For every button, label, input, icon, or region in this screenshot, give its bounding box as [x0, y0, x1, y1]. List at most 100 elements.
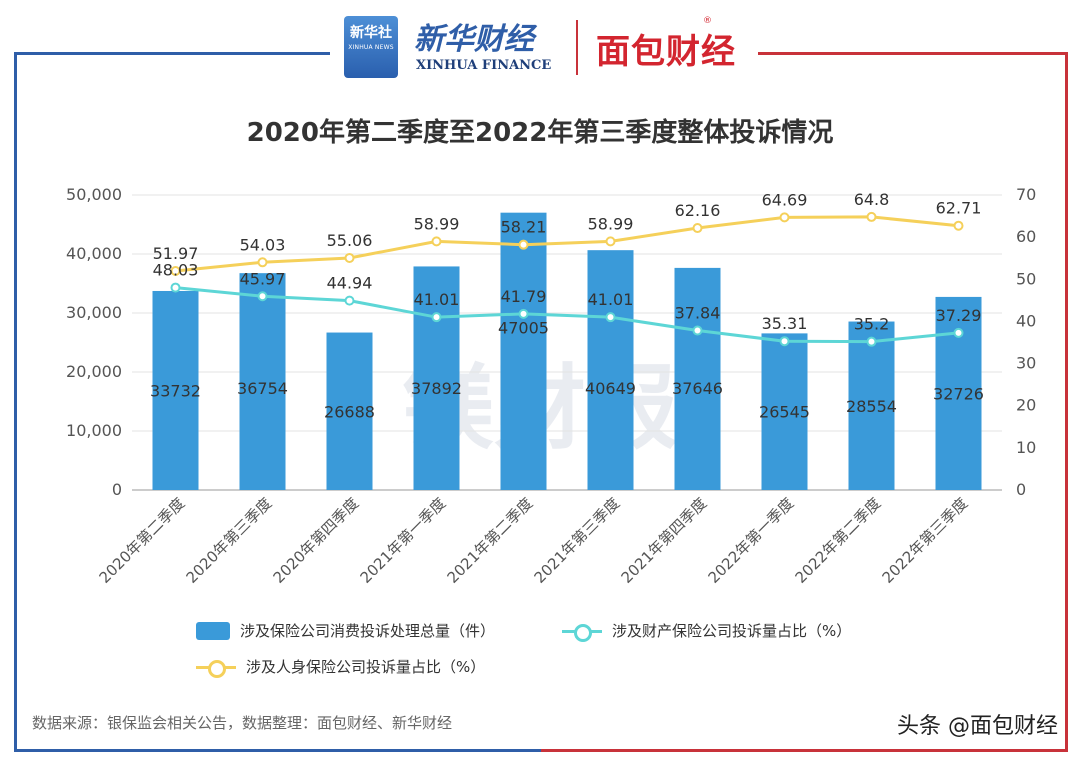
- bar: [674, 267, 721, 490]
- property-share-label: 45.97: [240, 269, 286, 288]
- mianbao-logo: 面包财经: [596, 32, 736, 72]
- xinhua-news-logo: 新华社 XINHUA NEWS: [344, 16, 398, 78]
- property-share-point: [344, 295, 355, 306]
- life-share-label: 55.06: [327, 231, 373, 250]
- life-share-label: 64.69: [762, 190, 808, 209]
- frame-bottom: [14, 749, 1068, 752]
- life-share-point: [431, 236, 442, 247]
- y-right-tick-label: 20: [1016, 396, 1036, 415]
- property-share-label: 35.2: [854, 315, 890, 334]
- property-share-point: [170, 282, 181, 293]
- bar-value-label: 47005: [498, 318, 549, 337]
- property-share-point: [779, 336, 790, 347]
- bar-value-label: 28554: [846, 397, 897, 416]
- life-share-label: 58.21: [501, 218, 547, 237]
- property-share-label: 35.31: [762, 314, 808, 333]
- y-left-tick-label: 50,000: [66, 185, 122, 204]
- legend-item-property: 涉及财产保险公司投诉量占比（%）: [562, 620, 852, 642]
- y-left-tick-label: 10,000: [66, 421, 122, 440]
- life-share-label: 64.8: [854, 190, 890, 209]
- legend-item-life: 涉及人身保险公司投诉量占比（%）: [196, 656, 486, 678]
- life-share-point: [170, 265, 181, 276]
- y-right-tick-label: 10: [1016, 438, 1036, 457]
- xinhua-finance-logo-en: XINHUA FINANCE: [416, 58, 552, 73]
- x-category-label: 2022年第二季度: [792, 494, 885, 587]
- x-category-label: 2020年第三季度: [183, 494, 276, 587]
- property-share-point: [866, 336, 877, 347]
- x-category-label: 2021年第一季度: [357, 494, 450, 587]
- bar-value-label: 40649: [585, 379, 636, 398]
- bar: [848, 321, 895, 490]
- legend-life-swatch: [196, 658, 236, 678]
- life-share-point: [518, 239, 529, 250]
- property-share-label: 41.01: [414, 290, 460, 309]
- y-right-tick-label: 60: [1016, 227, 1036, 246]
- life-share-point: [605, 236, 616, 247]
- life-share-point: [692, 223, 703, 234]
- y-right-tick-label: 0: [1016, 480, 1026, 499]
- legend-label-total: 涉及保险公司消费投诉处理总量（件）: [240, 622, 496, 640]
- y-right-tick-label: 70: [1016, 185, 1036, 204]
- frame-top-right: [758, 52, 1068, 55]
- bar-value-label: 26688: [324, 402, 375, 421]
- legend-item-total: 涉及保险公司消费投诉处理总量（件）: [196, 620, 495, 641]
- bar: [239, 273, 286, 490]
- frame-top-left: [14, 52, 330, 55]
- legend-bar-swatch: [196, 621, 230, 640]
- life-share-point: [953, 220, 964, 231]
- bar: [761, 333, 808, 490]
- property-share-label: 41.79: [501, 287, 547, 306]
- x-category-label: 2022年第三季度: [879, 494, 972, 587]
- legend-label-property: 涉及财产保险公司投诉量占比（%）: [612, 622, 852, 640]
- y-left-tick-label: 20,000: [66, 362, 122, 381]
- y-right-tick-label: 40: [1016, 311, 1036, 330]
- frame-right: [1065, 52, 1068, 752]
- property-share-label: 37.84: [675, 304, 721, 323]
- toutiao-handle: 头条 @面包财经: [897, 714, 1058, 739]
- life-share-label: 58.99: [588, 214, 634, 233]
- bar: [587, 250, 634, 490]
- life-share-label: 58.99: [414, 214, 460, 233]
- property-share-label: 37.29: [936, 306, 982, 325]
- property-share-point: [431, 312, 442, 323]
- property-share-label: 41.01: [588, 290, 634, 309]
- property-share-point: [605, 312, 616, 323]
- life-share-label: 51.97: [153, 244, 199, 263]
- x-category-label: 2020年第二季度: [96, 494, 189, 587]
- property-share-label: 48.03: [153, 261, 199, 280]
- bar-value-label: 32726: [933, 384, 984, 403]
- data-source-note: 数据来源：银保监会相关公告，数据整理：面包财经、新华财经: [32, 714, 453, 732]
- header: 新华社 XINHUA NEWS 新华财经 XINHUA FINANCE 面包财经…: [340, 10, 750, 80]
- xinhua-logo-text: 新华社: [350, 25, 392, 41]
- y-left-tick-label: 40,000: [66, 244, 122, 263]
- property-share-label: 44.94: [327, 274, 373, 293]
- bar-value-label: 26545: [759, 403, 810, 422]
- life-share-label: 62.16: [675, 201, 721, 220]
- y-right-tick-label: 50: [1016, 269, 1036, 288]
- bar-value-label: 37892: [411, 379, 462, 398]
- xinhua-finance-logo-cn: 新华财经: [414, 22, 534, 57]
- bar: [152, 290, 199, 490]
- header-divider: [576, 20, 578, 75]
- legend-label-life: 涉及人身保险公司投诉量占比（%）: [246, 658, 486, 676]
- life-share-line: [175, 215, 959, 273]
- y-left-tick-label: 30,000: [66, 303, 122, 322]
- x-category-label: 2022年第一季度: [705, 494, 798, 587]
- x-category-label: 2021年第三季度: [531, 494, 624, 587]
- property-share-point: [953, 327, 964, 338]
- bar: [413, 266, 460, 490]
- x-category-label: 2021年第四季度: [618, 494, 711, 587]
- x-category-label: 2021年第二季度: [444, 494, 537, 587]
- life-share-label: 54.03: [240, 235, 286, 254]
- property-share-point: [257, 291, 268, 302]
- x-category-label: 2020年第四季度: [270, 494, 363, 587]
- life-share-point: [257, 257, 268, 268]
- bar: [500, 212, 547, 490]
- chart-title: 2020年第二季度至2022年第三季度整体投诉情况: [246, 118, 834, 148]
- frame-left: [14, 52, 17, 752]
- property-share-line: [175, 286, 959, 344]
- bar: [326, 332, 373, 490]
- property-share-point: [518, 308, 529, 319]
- bar-value-label: 37646: [672, 379, 723, 398]
